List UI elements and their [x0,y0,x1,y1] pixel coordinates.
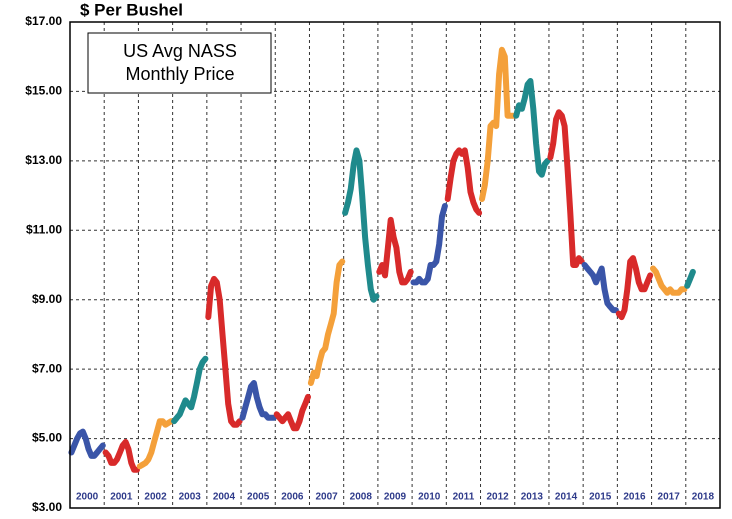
x-tick-label: 2009 [384,492,407,503]
price-line [342,147,380,303]
x-tick-label: 2003 [179,492,202,503]
x-tick-label: 2010 [418,492,441,503]
price-line [171,355,209,425]
y-tick-label: $15.00 [25,84,62,98]
x-tick-label: 2012 [487,492,510,503]
price-line [615,255,654,321]
x-tick-label: 2017 [658,492,681,503]
chart-title: $ Per Bushel [80,0,183,19]
price-line [410,203,448,286]
grid [70,21,720,509]
price-line [68,428,106,459]
y-tick-label: $17.00 [25,14,62,28]
price-line [102,439,140,473]
x-tick-label: 2001 [110,492,133,503]
y-tick-label: $13.00 [25,153,62,167]
price-line [273,393,311,432]
price-line [205,275,243,428]
x-tick-label: 2013 [521,492,544,503]
x-tick-label: 2014 [555,492,578,503]
x-tick-label: 2006 [281,492,304,503]
price-line [479,46,517,202]
price-line [581,262,619,314]
x-tick-label: 2005 [247,492,270,503]
y-tick-label: $11.00 [26,222,62,236]
x-tick-label: 2000 [76,492,99,503]
x-tick-label: 2015 [589,492,612,503]
price-line [650,265,688,296]
x-tick-label: 2018 [692,492,715,503]
x-tick-label: 2011 [453,492,475,503]
price-line [239,380,277,421]
annotation-box [87,32,272,94]
price-line [307,258,346,386]
annotation: US Avg NASS [123,41,237,61]
x-tick-label: 2008 [350,492,373,503]
y-tick-label: $9.00 [32,292,62,306]
x-tick-label: 2007 [315,492,338,503]
x-tick-label: 2016 [623,492,646,503]
lines [68,46,696,473]
y-tick-label: $7.00 [32,361,62,375]
x-tick-label: 2004 [213,492,236,503]
x-tick-label: 2002 [144,492,167,503]
price-line [684,268,696,289]
price-line [513,78,551,178]
price-line [376,216,414,286]
plot-border [69,21,721,509]
price-line [547,109,585,268]
y-tick-label: $5.00 [32,431,62,445]
price-line [444,147,483,216]
price-line [136,418,175,470]
annotation: Monthly Price [125,64,234,84]
y-tick-label: $3.00 [32,500,62,514]
